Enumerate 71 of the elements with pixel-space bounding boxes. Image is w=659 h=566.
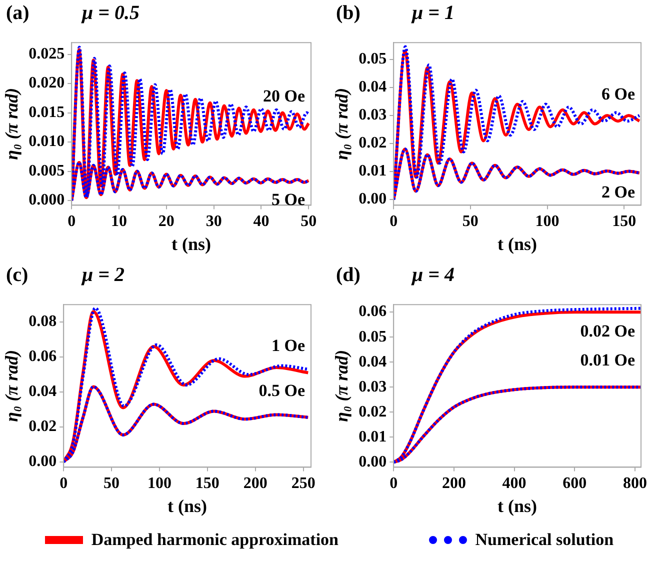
y-tick-label: 0.02: [358, 403, 387, 420]
y-tick-label: 0.00: [358, 453, 387, 470]
x-tick-label: 800: [622, 474, 647, 492]
y-tick-label: 0.06: [358, 303, 387, 320]
x-tick-label: 150: [195, 474, 220, 492]
chart-title: (b): [336, 2, 360, 24]
y-tick-label: 0.005: [28, 162, 65, 180]
x-tick-label: 40: [253, 212, 270, 230]
x-tick-label: 0: [390, 212, 398, 230]
x-axis-title: t (ns): [168, 496, 208, 516]
legend-label: Damped harmonic approximation: [91, 530, 339, 550]
y-axis-title: η₀ (π rad): [1, 88, 22, 160]
y-tick-label: 0.02: [28, 418, 57, 436]
x-tick-label: 10: [111, 212, 128, 230]
chart-subtitle: μ = 4: [412, 264, 455, 287]
y-tick-label: 0.06: [28, 348, 57, 366]
y-tick-label: 0.00: [358, 190, 387, 208]
chart-subtitle: μ = 0.5: [82, 2, 140, 25]
y-tick-label: 0.01: [358, 162, 387, 180]
annotation: 6 Oe: [601, 84, 636, 104]
x-axis-title: t (ns): [498, 496, 538, 516]
y-axis-title: η₀ (π rad): [331, 88, 352, 160]
x-tick-label: 100: [535, 212, 560, 230]
x-axis-title: t (ns): [172, 234, 212, 254]
y-axis-title: η₀ (π rad): [331, 350, 352, 422]
x-tick-label: 250: [291, 474, 316, 492]
annotation: 20 Oe: [262, 86, 306, 106]
y-tick-label: 0.03: [358, 106, 387, 124]
x-tick-label: 600: [562, 474, 587, 492]
x-tick-label: 20: [158, 212, 174, 230]
x-tick-label: 0: [60, 474, 68, 492]
x-tick-label: 150: [612, 212, 636, 230]
y-axis-title: η₀ (π rad): [1, 350, 22, 422]
annotation: 0.01 Oe: [580, 350, 636, 370]
x-tick-label: 0: [390, 474, 398, 492]
x-tick-label: 100: [147, 474, 172, 492]
annotation: 1 Oe: [271, 336, 306, 356]
annotation: 5 Oe: [271, 190, 306, 210]
x-tick-label: 200: [243, 474, 268, 492]
annotation: 0.02 Oe: [580, 321, 636, 340]
y-tick-label: 0.03: [358, 378, 387, 396]
y-tick-label: 0.04: [358, 353, 387, 370]
y-tick-label: 0.010: [28, 133, 65, 150]
chart-title: (a): [6, 2, 30, 24]
y-tick-label: 0.04: [358, 78, 387, 96]
chart-title: (c): [6, 264, 28, 286]
annotation: 0.5 Oe: [258, 380, 306, 400]
x-tick-label: 30: [206, 212, 222, 230]
y-tick-label: 0.00: [28, 453, 57, 470]
y-tick-label: 0.025: [28, 45, 65, 62]
x-tick-label: 50: [300, 212, 317, 230]
y-tick-label: 0.01: [358, 428, 387, 446]
annotation: 2 Oe: [601, 182, 636, 202]
y-tick-label: 0.02: [358, 134, 387, 152]
y-tick-label: 0.08: [28, 313, 57, 330]
x-tick-label: 50: [462, 212, 478, 230]
chart-subtitle: μ = 2: [82, 264, 125, 287]
y-tick-label: 0.000: [28, 192, 65, 209]
y-tick-label: 0.05: [358, 328, 387, 346]
y-tick-label: 0.015: [28, 104, 65, 121]
chart-subtitle: μ = 1: [412, 2, 455, 25]
chart-title: (d): [336, 264, 360, 286]
x-axis-title: t (ns): [498, 234, 538, 254]
legend-label: Numerical solution: [475, 530, 614, 550]
y-tick-label: 0.05: [358, 50, 387, 68]
x-tick-label: 50: [104, 474, 120, 492]
x-tick-label: 0: [68, 212, 76, 230]
y-tick-label: 0.04: [28, 383, 57, 400]
x-tick-label: 200: [442, 474, 466, 492]
y-tick-label: 0.020: [28, 74, 65, 92]
x-tick-label: 400: [502, 474, 526, 492]
